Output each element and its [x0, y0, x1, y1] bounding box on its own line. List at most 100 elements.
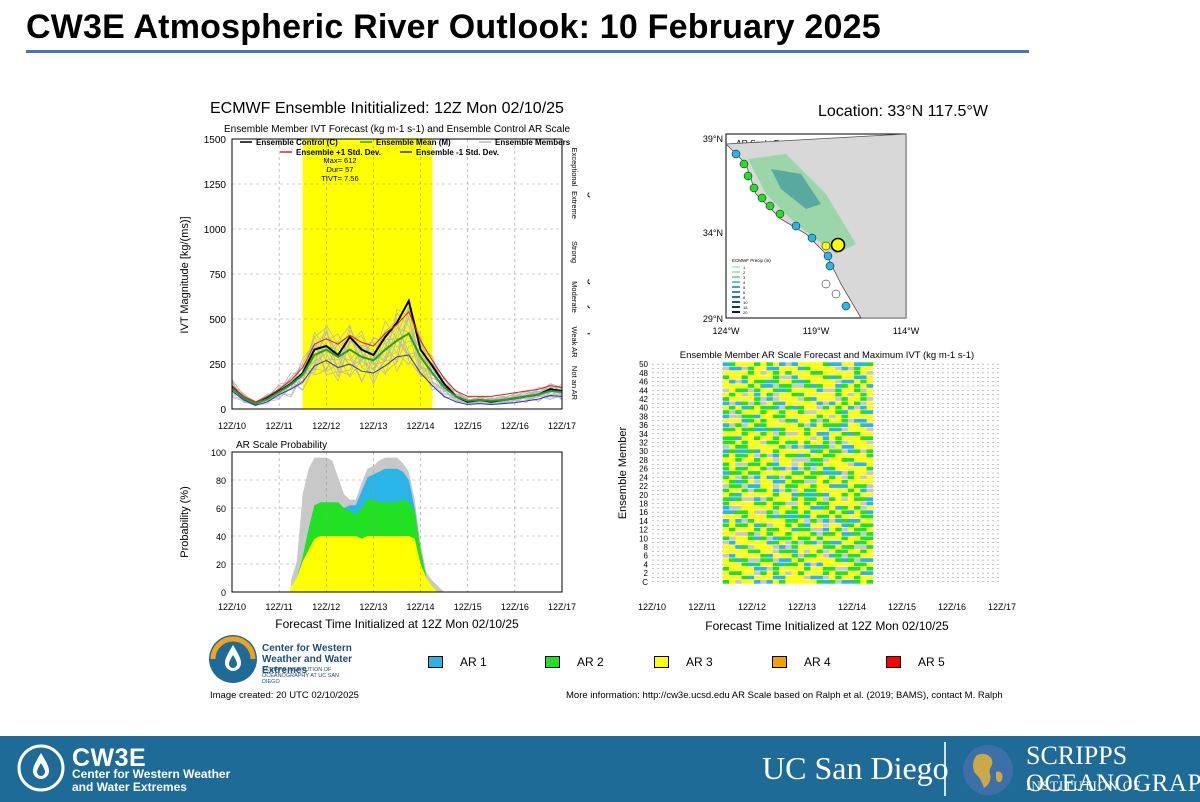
member-cell — [722, 540, 730, 545]
member-cell — [760, 384, 767, 388]
member-cell — [766, 540, 774, 545]
member-cell — [854, 462, 861, 467]
member-cell — [841, 536, 849, 541]
map-lon-label: 119°W — [803, 326, 830, 336]
member-cell — [822, 458, 830, 462]
member-cell — [760, 549, 767, 554]
ivt-member-line — [231, 337, 563, 405]
ivt-legend-label: Ensemble -1 Std. Dev. — [416, 148, 499, 157]
prob-area-ar-3 — [290, 536, 445, 592]
member-cell — [785, 445, 792, 449]
member-cell — [754, 436, 761, 441]
member-cell — [772, 536, 780, 541]
member-cell — [791, 410, 799, 414]
member-cell — [816, 414, 824, 419]
member-cell — [741, 558, 749, 562]
member-cell — [766, 466, 774, 471]
member-cell — [810, 492, 817, 497]
member-cell — [754, 449, 761, 454]
member-cell — [747, 562, 755, 567]
member-cell — [810, 558, 817, 562]
legend-swatch — [654, 656, 669, 668]
member-cell — [779, 466, 786, 471]
ivt-xtick-label: 12Z/14 — [407, 421, 435, 431]
logo-name: Center for Western Weather and Water Ext… — [262, 643, 353, 676]
member-cell — [741, 527, 749, 532]
member-cell — [722, 392, 730, 397]
member-cell — [797, 449, 805, 454]
member-cell — [847, 401, 855, 406]
member-cell — [854, 453, 861, 458]
member-cell — [854, 488, 861, 493]
member-cell — [835, 505, 842, 510]
member-cell — [854, 553, 861, 558]
member-cell — [822, 392, 830, 397]
member-cell — [810, 571, 817, 575]
member-cell — [722, 401, 730, 406]
ivt-ytick-label: 750 — [209, 270, 226, 281]
member-cell — [772, 497, 780, 501]
member-cell — [772, 418, 780, 423]
member-cell — [854, 579, 861, 584]
member-cell — [760, 388, 767, 393]
member-cell — [847, 427, 855, 432]
member-cell — [754, 479, 761, 484]
prob-plot-frame — [231, 451, 563, 593]
member-cell — [797, 488, 805, 493]
member-cell — [766, 375, 774, 380]
member-cell — [766, 566, 774, 571]
member-cell — [797, 558, 805, 562]
member-cell — [735, 462, 742, 467]
member-cell — [772, 492, 780, 497]
member-cell — [810, 401, 817, 406]
member-cell — [741, 497, 749, 501]
member-cell — [797, 375, 805, 380]
map-ar-dot — [807, 233, 817, 243]
member-cell — [785, 458, 792, 462]
member-cell — [841, 484, 849, 488]
member-cell — [810, 545, 817, 549]
member-cell — [779, 445, 786, 449]
member-cell — [866, 540, 874, 545]
member-cell — [741, 392, 749, 397]
map-precip-core — [771, 169, 821, 209]
member-cell — [791, 553, 799, 558]
member-cell — [860, 523, 867, 528]
member-cell — [729, 540, 736, 545]
member-cell — [772, 475, 780, 480]
member-cell — [804, 549, 811, 554]
ivt-series-2 — [231, 310, 563, 403]
member-cell — [822, 427, 830, 432]
member-cell — [816, 401, 824, 406]
member-cell — [847, 458, 855, 462]
member-cell — [791, 501, 799, 506]
member-cell — [854, 445, 861, 449]
member-cell — [791, 362, 799, 367]
member-cell — [816, 445, 824, 449]
member-ytick-label: 18 — [639, 499, 648, 508]
member-cell — [860, 414, 867, 419]
location-label: Location: 33°N 117.5°W — [818, 103, 988, 120]
member-cell — [754, 475, 761, 480]
member-cell — [860, 423, 867, 427]
member-cell — [785, 501, 792, 506]
member-cell — [816, 571, 824, 575]
more-info: More information: http://cw3e.ucsd.edu A… — [566, 690, 1003, 701]
member-cell — [772, 523, 780, 528]
member-cell — [722, 553, 730, 558]
member-cell — [766, 527, 774, 532]
member-cell — [779, 449, 786, 454]
member-cell — [804, 519, 811, 523]
member-cell — [847, 484, 855, 488]
member-cell — [847, 414, 855, 419]
member-cell — [797, 475, 805, 480]
member-cell — [779, 479, 786, 484]
member-cell — [822, 558, 830, 562]
member-cell — [729, 536, 736, 541]
member-cell — [829, 497, 836, 501]
prob-ytick-label: 80 — [216, 476, 226, 486]
member-cell — [835, 562, 842, 567]
member-cell — [841, 453, 849, 458]
member-cell — [816, 488, 824, 493]
member-cell — [847, 423, 855, 427]
